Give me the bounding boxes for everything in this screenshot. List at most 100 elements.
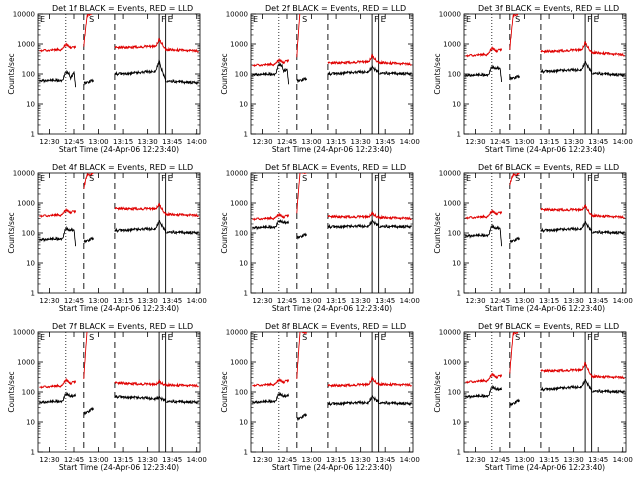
time-marker-label: E	[381, 15, 386, 24]
y-axis-label: Counts/sec	[433, 371, 442, 412]
panel-det-6: Det 6f BLACK = Events, RED = LLD 1 10 100 10…	[433, 163, 633, 313]
x-tick-label: 13:00	[88, 138, 108, 146]
time-marker-label: E	[594, 15, 599, 24]
y-tick-label: 1000	[443, 200, 461, 208]
x-tick-label: 13:30	[564, 138, 584, 146]
x-tick-label: 13:30	[138, 297, 158, 305]
x-tick-label: 13:15	[326, 138, 346, 146]
time-marker-label: E	[168, 174, 173, 183]
time-marker-label: E	[381, 333, 386, 342]
series-line-events	[465, 220, 625, 247]
time-marker-label: E	[594, 333, 599, 342]
x-tick-label: 14:00	[400, 138, 420, 146]
panel-title: Det 8f BLACK = Events, RED = LLD	[265, 322, 406, 331]
x-tick-label: 13:15	[113, 138, 133, 146]
x-tick-label: 14:00	[613, 456, 633, 464]
series-line-lld	[39, 173, 199, 218]
x-tick-label: 12:30	[252, 297, 272, 305]
y-tick-label: 10	[26, 101, 35, 109]
y-tick-label: 10000	[13, 329, 35, 337]
y-tick-label: 100	[22, 230, 35, 238]
x-tick-label: 13:45	[375, 297, 395, 305]
x-tick-label: 13:00	[88, 456, 108, 464]
y-tick-label: 100	[235, 71, 248, 79]
series-line-events	[252, 219, 412, 240]
time-marker-label: E	[168, 333, 173, 342]
x-axis-label: Start Time (24-Apr-06 12:23:40)	[485, 463, 605, 472]
panel-det-1: Det 1f BLACK = Events, RED = LLD 1 10 100 10…	[7, 4, 207, 154]
series-line-lld	[465, 14, 625, 58]
panel-det-5: Det 5f BLACK = Events, RED = LLD 1 10 100 10…	[220, 163, 420, 313]
time-marker-label: F	[587, 15, 592, 24]
panel-det-7: Det 7f BLACK = Events, RED = LLD 1 10 100 10…	[7, 322, 207, 472]
x-tick-label: 12:30	[465, 456, 485, 464]
time-marker-label: E	[40, 174, 45, 183]
y-tick-label: 10000	[439, 329, 461, 337]
x-axis-label: Start Time (24-Apr-06 12:23:40)	[272, 463, 392, 472]
x-tick-label: 14:00	[187, 456, 207, 464]
panel-det-8: Det 8f BLACK = Events, RED = LLD 1 10 100 10…	[220, 322, 420, 472]
time-marker-label: E	[253, 15, 258, 24]
time-marker-label: E	[168, 15, 173, 24]
x-tick-label: 13:00	[301, 297, 321, 305]
time-marker-label: F	[374, 174, 379, 183]
y-tick-label: 1000	[17, 359, 35, 367]
y-tick-label: 1000	[230, 41, 248, 49]
x-tick-label: 13:45	[588, 456, 608, 464]
x-tick-label: 13:15	[539, 297, 559, 305]
x-tick-label: 12:30	[252, 138, 272, 146]
y-tick-label: 10	[452, 260, 461, 268]
x-tick-label: 13:15	[113, 456, 133, 464]
x-tick-label: 13:30	[351, 138, 371, 146]
time-marker-label: S	[89, 174, 94, 183]
series-line-lld	[252, 173, 412, 222]
y-tick-label: 10000	[226, 11, 248, 19]
panel-det-4: Det 4f BLACK = Events, RED = LLD 1 10 100 10…	[7, 163, 207, 313]
x-tick-label: 13:00	[301, 138, 321, 146]
y-tick-label: 10	[239, 419, 248, 427]
x-tick-label: 13:00	[301, 456, 321, 464]
x-axis-label: Start Time (24-Apr-06 12:23:40)	[272, 145, 392, 154]
y-tick-label: 1000	[230, 359, 248, 367]
panel-title: Det 9f BLACK = Events, RED = LLD	[478, 322, 619, 331]
x-tick-label: 13:45	[375, 456, 395, 464]
y-tick-label: 10	[452, 419, 461, 427]
x-tick-label: 13:30	[564, 297, 584, 305]
x-tick-label: 12:45	[277, 297, 297, 305]
y-axis-label: Counts/sec	[7, 371, 16, 412]
panel-title: Det 1f BLACK = Events, RED = LLD	[52, 4, 193, 13]
time-marker-label: S	[515, 333, 520, 342]
x-tick-label: 14:00	[400, 297, 420, 305]
x-tick-label: 12:30	[39, 456, 59, 464]
time-marker-label: S	[302, 15, 307, 24]
y-tick-label: 10000	[226, 170, 248, 178]
x-tick-label: 12:45	[64, 456, 84, 464]
x-axis-label: Start Time (24-Apr-06 12:23:40)	[59, 304, 179, 313]
x-tick-label: 13:00	[88, 297, 108, 305]
x-tick-label: 14:00	[187, 138, 207, 146]
x-tick-label: 14:00	[187, 297, 207, 305]
x-tick-label: 13:45	[588, 138, 608, 146]
series-line-events	[465, 61, 625, 83]
y-tick-label: 1000	[17, 41, 35, 49]
x-tick-label: 13:15	[326, 456, 346, 464]
x-tick-label: 12:45	[490, 456, 510, 464]
time-marker-label: S	[302, 333, 307, 342]
panel-title: Det 5f BLACK = Events, RED = LLD	[265, 163, 406, 172]
x-tick-label: 12:30	[465, 138, 485, 146]
y-tick-label: 10000	[439, 11, 461, 19]
y-tick-label: 1	[457, 449, 461, 457]
time-marker-label: S	[515, 174, 520, 183]
y-axis-label: Counts/sec	[7, 53, 16, 94]
y-axis-label: Counts/sec	[220, 212, 229, 253]
y-tick-label: 10000	[13, 170, 35, 178]
time-marker-label: F	[161, 174, 166, 183]
panel-title: Det 3f BLACK = Events, RED = LLD	[478, 4, 619, 13]
x-axis-label: Start Time (24-Apr-06 12:23:40)	[59, 145, 179, 154]
x-tick-label: 12:45	[490, 297, 510, 305]
series-line-events	[39, 391, 199, 416]
time-marker-label: S	[89, 333, 94, 342]
x-tick-label: 12:30	[39, 297, 59, 305]
x-tick-label: 13:45	[162, 456, 182, 464]
